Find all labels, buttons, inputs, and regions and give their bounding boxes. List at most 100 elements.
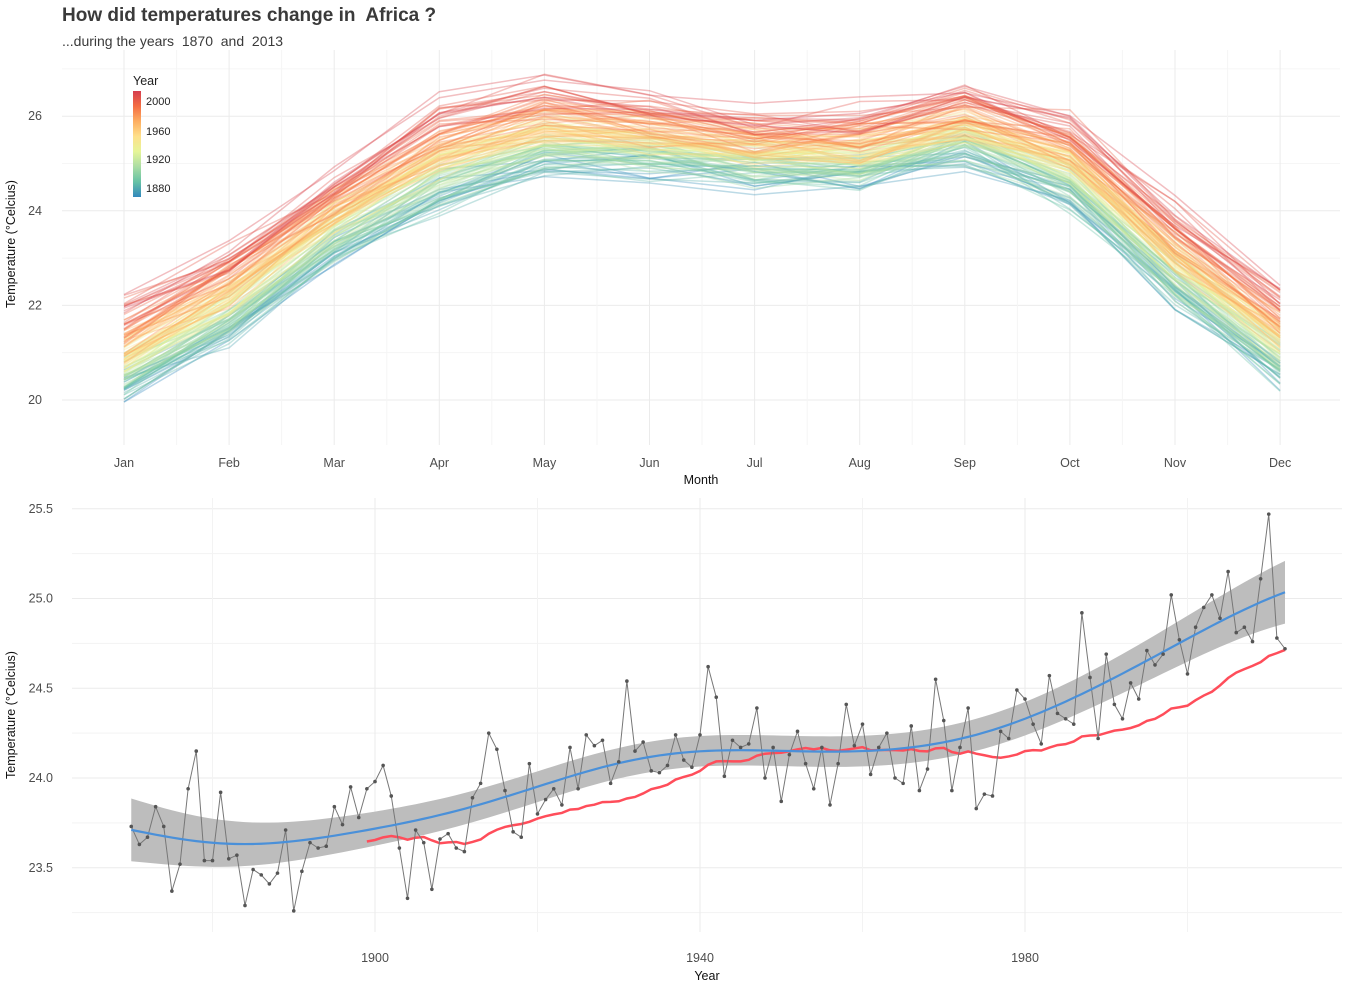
x-tick-label: 1900 (361, 951, 389, 965)
year-line-1880 (123, 150, 1281, 379)
legend: Year 2000 1960 1920 1880 (133, 74, 170, 197)
year-line-1989 (123, 124, 1281, 325)
year-line-1902 (123, 133, 1281, 381)
point-1959 (852, 743, 857, 748)
year-line-1892 (123, 144, 1281, 385)
year-line-1918 (123, 144, 1281, 387)
point-1942 (714, 695, 719, 700)
point-1948 (763, 776, 767, 780)
point-1938 (681, 758, 686, 762)
point-1988 (1088, 675, 1092, 680)
year-line-1984 (123, 100, 1281, 336)
annual-points (129, 512, 1287, 913)
year-line-1938 (123, 116, 1281, 361)
point-1886 (259, 873, 264, 877)
year-line-1970 (123, 108, 1281, 348)
point-1969 (933, 677, 938, 682)
year-line-1924 (123, 130, 1281, 362)
point-1880 (210, 858, 215, 863)
year-line-1944 (123, 120, 1281, 361)
year-line-1981 (123, 101, 1281, 335)
smooth-trend-line (131, 591, 1286, 846)
point-1995 (1145, 648, 1149, 653)
x-tick-label: Mar (323, 456, 345, 470)
year-line-1906 (123, 144, 1281, 369)
point-1894 (324, 844, 329, 849)
point-1992 (1120, 716, 1125, 721)
y-axis-label: Temperature (°Celcius) (4, 651, 18, 779)
point-1877 (186, 786, 190, 791)
point-1950 (779, 799, 784, 804)
point-1972 (958, 745, 962, 750)
year-line-1937 (123, 117, 1281, 361)
x-tick-label: Dec (1269, 456, 1291, 470)
year-line-1965 (123, 128, 1281, 347)
point-1879 (202, 858, 207, 863)
year-line-1982 (123, 110, 1281, 355)
grid (62, 50, 1340, 445)
point-1907 (430, 887, 434, 892)
point-1873 (153, 804, 158, 809)
y-tick-label: 20 (28, 393, 42, 407)
axis-ticks: 1900 1940 1980 23.5 24.0 24.5 25.0 25.5 (29, 502, 1039, 965)
year-line-1925 (123, 135, 1281, 366)
point-1887 (267, 882, 272, 886)
point-1926 (584, 733, 589, 737)
year-line-1885 (123, 149, 1281, 394)
point-1998 (1169, 593, 1174, 597)
point-1993 (1128, 681, 1133, 685)
confidence-band (131, 560, 1285, 867)
year-line-1872 (123, 160, 1281, 403)
point-1911 (462, 849, 467, 854)
year-line-1941 (123, 112, 1281, 340)
y-axis-label: Temperature (°Celcius) (4, 180, 18, 308)
point-1970 (941, 718, 946, 723)
point-1945 (738, 745, 743, 750)
point-1910 (454, 846, 459, 850)
year-line-1994 (123, 118, 1281, 345)
point-1997 (1161, 652, 1165, 656)
y-tick-label: 23.5 (29, 861, 53, 875)
x-axis-label: Year (694, 969, 719, 983)
year-line-1953 (123, 120, 1281, 360)
point-1925 (576, 786, 580, 791)
point-1985 (1063, 716, 1068, 721)
x-tick-label: Jun (639, 456, 659, 470)
year-line-1912 (123, 142, 1281, 373)
point-1965 (901, 781, 905, 786)
point-1975 (982, 792, 987, 796)
point-1947 (755, 706, 759, 710)
year-line-1951 (123, 136, 1281, 355)
point-1978 (1006, 736, 1011, 741)
year-line-2004 (123, 90, 1281, 312)
point-1922 (551, 786, 556, 791)
point-2010 (1266, 512, 1271, 516)
point-1900 (373, 779, 377, 784)
point-1933 (641, 740, 645, 744)
x-tick-label: Nov (1164, 456, 1187, 470)
point-1983 (1047, 673, 1052, 678)
point-1952 (795, 729, 800, 734)
point-1876 (178, 862, 182, 866)
point-1918 (519, 835, 524, 840)
point-1955 (820, 745, 824, 750)
point-1901 (381, 763, 385, 768)
year-line-1923 (123, 128, 1281, 368)
point-1874 (161, 824, 166, 829)
point-1921 (543, 797, 548, 802)
year-line-1947 (123, 118, 1281, 341)
year-line-1952 (123, 117, 1281, 360)
point-1882 (226, 856, 231, 861)
year-line-1875 (123, 170, 1281, 400)
point-1961 (868, 772, 873, 777)
year-line-1999 (123, 85, 1281, 326)
point-1958 (844, 702, 849, 707)
point-1917 (511, 830, 515, 834)
point-1928 (600, 738, 605, 743)
point-1940 (698, 733, 702, 737)
year-line-1935 (123, 129, 1281, 373)
point-1973 (966, 706, 970, 710)
point-1932 (633, 749, 637, 753)
year-line-1966 (123, 105, 1281, 332)
year-line-1961 (123, 115, 1281, 364)
